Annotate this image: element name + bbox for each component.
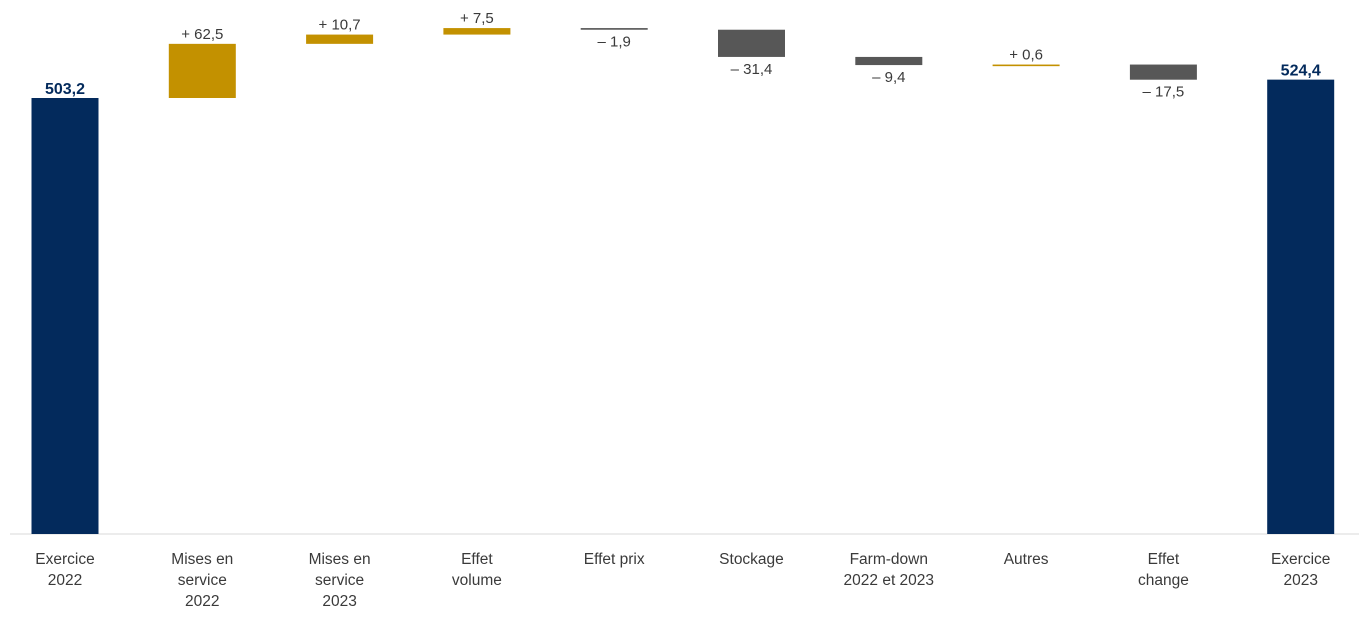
category-labels-layer: Exercice 2022 Mises en service 2022 Mises en s… — [35, 551, 1330, 610]
category-label-line: change — [1138, 572, 1189, 589]
category-label-2: Mises en service 2023 — [309, 551, 371, 610]
value-label-1: + 62,5 — [181, 26, 223, 43]
category-label-9: Exercice 2023 — [1271, 551, 1330, 589]
value-label-0: 503,2 — [45, 81, 85, 98]
category-label-line: service — [178, 572, 227, 589]
bars-layer — [31, 28, 1335, 534]
category-label-line: Mises en — [309, 551, 371, 568]
value-label-2: + 10,7 — [319, 17, 361, 34]
value-label-7: + 0,6 — [1009, 47, 1043, 64]
bar-0 — [31, 98, 99, 534]
value-label-4: – 1,9 — [598, 34, 631, 51]
category-label-0: Exercice 2022 — [35, 551, 94, 589]
category-label-line: Autres — [1004, 551, 1049, 568]
category-label-line: 2022 et 2023 — [844, 572, 935, 589]
bar-3 — [443, 28, 511, 35]
category-label-4: Effet prix — [584, 551, 645, 568]
category-label-line: 2023 — [322, 593, 356, 610]
bar-8 — [1129, 64, 1197, 80]
category-label-8: Effet change — [1138, 551, 1189, 589]
category-label-5: Stockage — [719, 551, 784, 568]
category-label-1: Mises en service 2022 — [171, 551, 233, 610]
value-label-3: + 7,5 — [460, 10, 494, 27]
bar-2 — [306, 34, 374, 44]
value-labels-layer: 503,2 + 62,5 + 10,7 + 7,5 – 1,9 – 31,4 – 9,4 + … — [45, 10, 1321, 101]
value-label-8: – 17,5 — [1143, 84, 1185, 101]
bar-1 — [168, 43, 236, 98]
category-label-line: 2022 — [48, 572, 82, 589]
bar-9 — [1267, 79, 1335, 534]
category-label-line: Exercice — [1271, 551, 1330, 568]
category-label-line: Effet — [1148, 551, 1180, 568]
category-label-line: Exercice — [35, 551, 94, 568]
category-label-line: 2022 — [185, 593, 219, 610]
category-label-3: Effet volume — [452, 551, 502, 589]
bar-7 — [992, 64, 1060, 67]
category-label-line: service — [315, 572, 364, 589]
category-label-line: Stockage — [719, 551, 784, 568]
category-label-line: Effet prix — [584, 551, 645, 568]
category-label-line: Mises en — [171, 551, 233, 568]
bar-4 — [580, 28, 648, 30]
category-label-line: Farm-down — [850, 551, 928, 568]
category-label-6: Farm-down 2022 et 2023 — [844, 551, 935, 589]
value-label-5: – 31,4 — [731, 61, 773, 78]
bar-5 — [718, 29, 785, 57]
category-label-7: Autres — [1004, 551, 1049, 568]
category-label-line: Effet — [461, 551, 493, 568]
value-label-6: – 9,4 — [872, 69, 905, 86]
value-label-9: 524,4 — [1281, 63, 1321, 80]
category-label-line: volume — [452, 572, 502, 589]
bar-6 — [855, 56, 923, 66]
category-label-line: 2023 — [1283, 572, 1317, 589]
